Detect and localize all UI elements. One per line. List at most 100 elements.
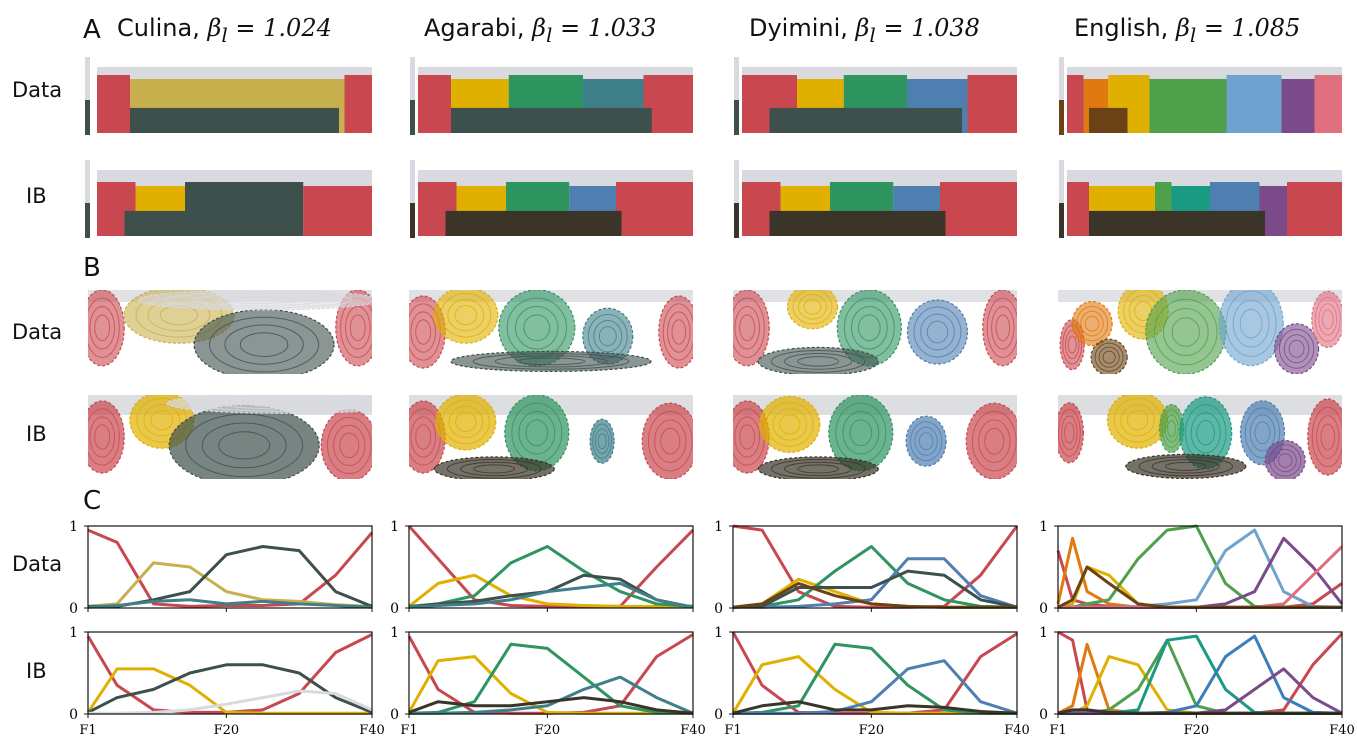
contour-line bbox=[1249, 414, 1276, 452]
contour-line bbox=[1164, 414, 1179, 443]
contour-cluster bbox=[1218, 290, 1284, 367]
contour-line bbox=[1244, 407, 1281, 459]
x-tick-label: F20 bbox=[859, 723, 885, 738]
mosaic-strip-floor bbox=[1059, 100, 1064, 135]
contour-cluster bbox=[1106, 395, 1169, 449]
contour-line bbox=[333, 424, 366, 467]
series-line-0 bbox=[407, 525, 695, 608]
mosaic-strip bbox=[85, 57, 90, 135]
line-chart-culina-ib: 0 1 F1 F20 F40 bbox=[69, 625, 385, 738]
contour-line bbox=[1151, 459, 1220, 474]
mosaic-floor bbox=[769, 210, 946, 236]
contour-line bbox=[448, 405, 484, 439]
y-tick-label: 1 bbox=[714, 625, 723, 641]
series-line-4 bbox=[408, 581, 694, 609]
row-label-b-ib: IB bbox=[26, 422, 47, 446]
contour-line bbox=[410, 416, 437, 458]
contour-line bbox=[770, 459, 866, 479]
contour-line bbox=[1171, 317, 1200, 347]
series-line-4 bbox=[1058, 528, 1343, 609]
contour-line bbox=[1273, 448, 1297, 473]
contour-line bbox=[918, 432, 934, 451]
mosaic-region bbox=[418, 75, 451, 133]
contour-line bbox=[1154, 298, 1218, 366]
plot-frame bbox=[408, 631, 694, 715]
contour-cluster bbox=[836, 290, 902, 367]
mosaic-region bbox=[344, 75, 372, 133]
y-tick-label: 1 bbox=[1039, 519, 1048, 535]
ib-mosaic-3 bbox=[1059, 160, 1342, 238]
contour-line bbox=[662, 303, 693, 361]
y-tick-label: 1 bbox=[69, 625, 78, 641]
x-tick-label: F1 bbox=[724, 723, 741, 738]
mosaic-region bbox=[97, 75, 130, 133]
contour-line bbox=[734, 306, 761, 350]
contour-line bbox=[1311, 406, 1342, 468]
plot-frame bbox=[408, 525, 694, 609]
mosaic-strip bbox=[1059, 160, 1064, 238]
series-line-7 bbox=[1057, 708, 1342, 715]
contour-line bbox=[849, 419, 873, 447]
mosaic-strip bbox=[1059, 57, 1064, 135]
contour-line bbox=[770, 349, 866, 373]
contour-line bbox=[910, 421, 943, 462]
contour-line bbox=[523, 314, 551, 342]
column-title-agarabi: Agarabi, βl = 1.033 bbox=[424, 14, 657, 47]
line-chart-english-ib: 0 1 F1 F20 F40 bbox=[1039, 625, 1355, 738]
contour-line bbox=[201, 422, 287, 469]
contour-cluster bbox=[504, 395, 570, 472]
contour-cluster bbox=[786, 290, 839, 330]
contour-cluster bbox=[1307, 398, 1342, 476]
contour-line bbox=[1167, 419, 1177, 438]
language-name: Agarabi bbox=[424, 14, 517, 42]
mosaic-floor bbox=[1089, 107, 1128, 133]
plot-frame bbox=[732, 525, 1018, 609]
mosaic-floor bbox=[445, 210, 622, 236]
contour-line bbox=[1190, 412, 1221, 454]
line-chart-dyimini-data: 01 bbox=[714, 519, 1019, 617]
row-label-c-data: Data bbox=[12, 552, 63, 576]
x-tick-label: F40 bbox=[680, 723, 706, 738]
plot-frame bbox=[87, 525, 373, 609]
contour-line bbox=[190, 293, 327, 307]
mosaic-strip-floor bbox=[85, 100, 90, 135]
contour-line bbox=[1064, 330, 1080, 360]
contour-line bbox=[1138, 456, 1234, 477]
series-line-0 bbox=[87, 528, 374, 608]
mosaic-region bbox=[1149, 79, 1227, 133]
data-contour-0 bbox=[88, 290, 372, 374]
contour-line bbox=[515, 306, 559, 350]
contour-line bbox=[1058, 408, 1081, 457]
contour-line bbox=[94, 424, 111, 450]
contour-line bbox=[88, 408, 120, 466]
contour-line bbox=[803, 298, 822, 315]
series-line-0 bbox=[731, 631, 1018, 715]
contour-cluster bbox=[982, 290, 1017, 367]
contour-line bbox=[1320, 423, 1336, 451]
contour-line bbox=[349, 314, 366, 342]
column-title-culina: Culina, βl = 1.024 bbox=[117, 14, 332, 47]
contour-cluster bbox=[733, 400, 770, 474]
contour-cluster bbox=[1311, 290, 1342, 348]
contour-line bbox=[94, 314, 111, 342]
contour-cluster bbox=[905, 415, 947, 467]
mosaic-floor bbox=[451, 107, 652, 133]
contour-line bbox=[734, 416, 761, 458]
mosaic-region bbox=[967, 75, 1017, 133]
series-line-4 bbox=[408, 696, 694, 715]
contour-cluster bbox=[906, 299, 969, 365]
mosaic-strip-floor bbox=[734, 203, 739, 238]
contour-line bbox=[473, 464, 516, 474]
contour-cluster bbox=[320, 408, 372, 479]
contour-cluster bbox=[193, 309, 335, 374]
mosaic-strip bbox=[734, 160, 739, 238]
contour-line bbox=[1269, 444, 1302, 477]
contour-line bbox=[1316, 415, 1340, 459]
contour-cluster bbox=[733, 290, 770, 367]
contour-line bbox=[971, 411, 1017, 472]
contour-cluster bbox=[433, 290, 499, 344]
contour-line bbox=[245, 399, 329, 408]
contour-cluster bbox=[658, 295, 693, 369]
contour-cluster bbox=[1145, 290, 1227, 374]
y-tick-label: 1 bbox=[714, 519, 723, 535]
